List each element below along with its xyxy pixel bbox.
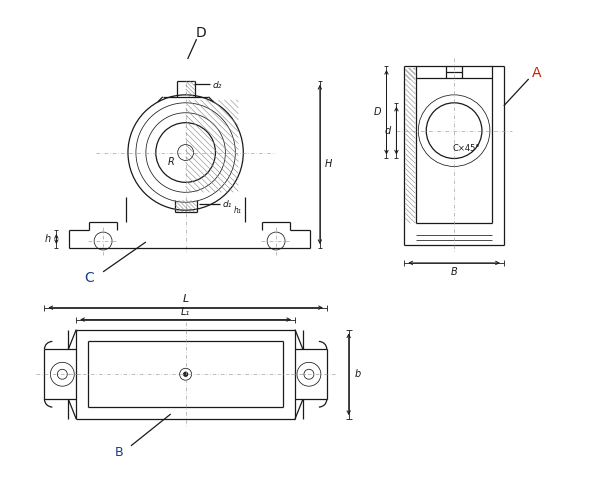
Text: C×45°: C×45° [452, 144, 480, 153]
Text: A: A [532, 66, 541, 80]
Text: b: b [355, 369, 361, 379]
Text: L₁: L₁ [181, 306, 190, 317]
Circle shape [184, 372, 187, 376]
Text: h₁: h₁ [233, 206, 241, 215]
Text: d: d [384, 125, 391, 136]
Text: R: R [167, 158, 174, 167]
Text: B: B [115, 447, 124, 459]
Text: H: H [325, 160, 333, 169]
Text: d₁: d₁ [223, 200, 232, 209]
Text: d₂: d₂ [213, 81, 222, 90]
Text: D: D [374, 107, 381, 117]
Text: L: L [183, 294, 189, 304]
Text: D: D [195, 26, 206, 40]
Text: B: B [451, 267, 457, 277]
Text: C: C [85, 271, 94, 285]
Text: h: h [44, 234, 50, 244]
